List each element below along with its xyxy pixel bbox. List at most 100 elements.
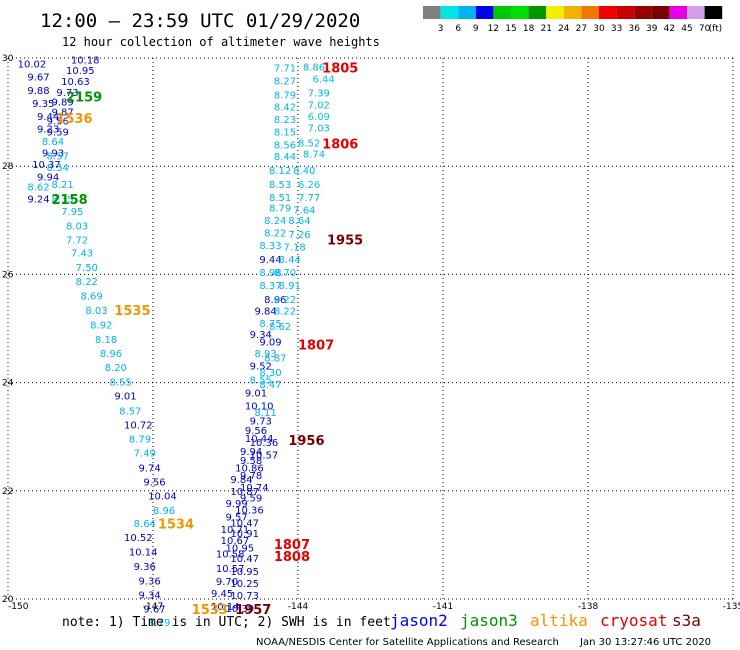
wave-height-value: 8.37 xyxy=(259,281,281,292)
wave-height-value: 8.18 xyxy=(95,335,117,346)
wave-height-value: 9.56 xyxy=(245,426,267,437)
scale-label: 33 xyxy=(611,24,622,34)
wave-height-value: 6.44 xyxy=(313,74,335,85)
wave-height-value: 9.44 xyxy=(259,255,281,266)
wave-height-value: 8.64 xyxy=(134,519,156,530)
satellite-legend: jason2 jason3 altika cryosat s3a xyxy=(390,611,701,630)
wave-height-value: 8.33 xyxy=(259,241,281,252)
pass-time-label: 1807 xyxy=(298,339,334,354)
wave-height-value: 10.47 xyxy=(230,554,259,565)
wave-height-value: 10.25 xyxy=(230,579,259,590)
wave-height-value: 10.71 xyxy=(221,525,250,536)
scale-swatch xyxy=(599,6,617,19)
scale-label: 24 xyxy=(558,24,570,34)
wave-height-value: 8.56 xyxy=(274,140,296,151)
wave-height-value: 9.70 xyxy=(216,577,238,588)
wave-height-value: 9.78 xyxy=(240,471,262,482)
plot-area: -150 -147 -144 -141 -138 -135 20 22 24 26 28 30 10… xyxy=(2,54,740,629)
pass-time-label: 1533 xyxy=(192,603,228,618)
wave-height-value: 9.34 xyxy=(139,590,161,601)
wave-height-value: 9.67 xyxy=(143,605,165,616)
wave-height-value: 6.26 xyxy=(298,180,320,191)
wave-height-value: 8.91 xyxy=(279,281,301,292)
wave-height-value: 10.87 xyxy=(230,487,259,498)
x-axis-ticks: -150 -147 -144 -141 -138 -135 xyxy=(8,602,740,612)
scale-swatch xyxy=(528,6,547,19)
wave-height-value: 10.86 xyxy=(235,463,264,474)
wave-height-value: 7.02 xyxy=(308,100,330,111)
plot-background xyxy=(8,58,733,599)
wave-height-value: 10.36 xyxy=(250,438,279,449)
wave-height-value: 10.10 xyxy=(245,402,274,413)
pass-time-label: 1955 xyxy=(327,234,363,249)
pass-time-label: 1534 xyxy=(158,518,194,533)
wave-height-value: 9.59 xyxy=(47,127,69,138)
wave-height-value: 8.98 xyxy=(259,268,281,279)
wave-height-value: 10.18 xyxy=(71,55,100,66)
wave-height-value: 10.58 xyxy=(216,549,245,560)
x-tick-label: -147 xyxy=(143,602,163,612)
wave-height-value: 8.96 xyxy=(264,295,286,306)
wave-height-value: 8.47 xyxy=(259,380,281,391)
wave-height-value: 10.91 xyxy=(230,529,259,540)
scale-label: 30 xyxy=(593,24,605,34)
wave-height-value: 9.36 xyxy=(134,562,156,573)
wave-height-value: 8.03 xyxy=(85,306,107,317)
wave-height-value: 10.02 xyxy=(18,60,47,71)
wave-height-value: 9.34 xyxy=(250,330,272,341)
wave-height-value: 9.99 xyxy=(226,499,248,510)
wave-height-value: 8.20 xyxy=(105,363,127,374)
chart-title: 12:00 – 23:59 UTC 01/29/2020 xyxy=(40,10,360,32)
wave-height-value: 8.21 xyxy=(52,180,74,191)
wave-height-value: 7.50 xyxy=(76,263,98,274)
scale-swatch xyxy=(475,6,494,19)
wave-height-value: 10.95 xyxy=(226,543,255,554)
wave-height-value: 7.64 xyxy=(293,205,315,216)
wave-height-value: 8.12 xyxy=(269,166,291,177)
wave-height-value: 9.74 xyxy=(139,463,161,474)
wave-height-value: 8.64 xyxy=(288,216,310,227)
pass-time-label: 2159 xyxy=(66,90,102,105)
wave-height-value: 8.79 xyxy=(129,435,151,446)
scale-swatch xyxy=(493,6,511,19)
wave-height-value: 8.79 xyxy=(269,204,291,215)
y-axis-ticks: 20 22 24 26 28 30 xyxy=(2,54,14,605)
wave-height-value: 10.04 xyxy=(148,491,177,502)
wave-height-value: 9.58 xyxy=(240,456,262,467)
wave-height-value: 10.67 xyxy=(221,536,250,547)
y-tick-label: 24 xyxy=(2,379,14,389)
wave-height-value: 9.57 xyxy=(226,513,248,524)
wave-height-value: 8.87 xyxy=(264,354,286,365)
pass-time-label: 1957 xyxy=(235,603,271,618)
wave-height-value: 9.94 xyxy=(240,447,262,458)
wave-height-value: 8.55 xyxy=(110,377,132,388)
wave-height-value: 10.74 xyxy=(240,483,269,494)
scale-swatch xyxy=(511,6,529,19)
color-scale-bar: 3 6 9 12 15 18 21 24 27 30 33 36 39 42 45 70(ft) xyxy=(423,6,723,34)
satellite-altika: altika xyxy=(530,611,588,630)
wave-height-value: 8.30 xyxy=(259,368,281,379)
scale-label: 39 xyxy=(646,24,658,34)
scale-swatch xyxy=(651,6,670,19)
satellite-jason3: jason3 xyxy=(460,611,518,630)
pass-time-label: 1808 xyxy=(274,550,310,565)
wave-height-value: 9.52 xyxy=(250,362,272,373)
wave-height-value: 8.55 xyxy=(250,376,272,387)
scale-label: 45 xyxy=(681,24,692,34)
scale-swatch xyxy=(634,6,652,19)
scale-label: 21 xyxy=(540,24,551,34)
wave-height-value: 9.59 xyxy=(240,494,262,505)
wave-height-value: 8.53 xyxy=(269,180,291,191)
wave-height-value: 7.18 xyxy=(284,243,306,254)
wave-height-value: 10.39 xyxy=(226,604,255,615)
wave-height-value: 9.35 xyxy=(32,99,54,110)
wave-height-value: 10.95 xyxy=(66,66,95,77)
wave-height-value: 9.89 xyxy=(52,98,74,109)
wave-height-value: 9.01 xyxy=(245,389,267,400)
wave-height-value: 9.73 xyxy=(56,88,78,99)
wave-height-value: 6.09 xyxy=(308,112,330,123)
wave-height-value: 10.52 xyxy=(124,533,153,544)
wave-height-value: 9.56 xyxy=(143,477,165,488)
y-tick-label: 28 xyxy=(2,162,14,172)
